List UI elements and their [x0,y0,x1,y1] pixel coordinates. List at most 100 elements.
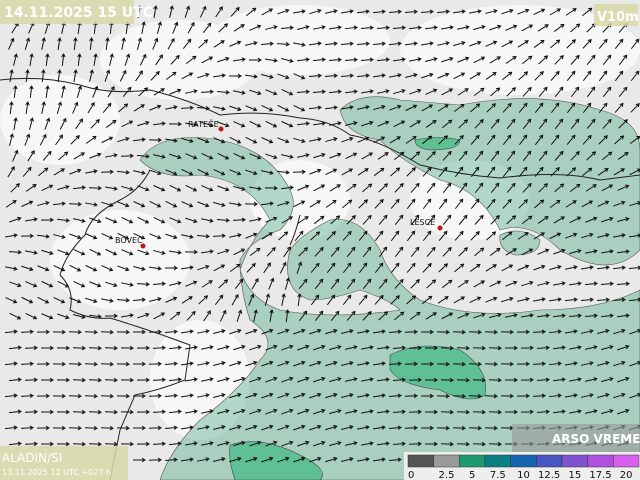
wind-arrow [554,55,564,65]
wind-arrow [132,457,146,463]
wind-arrow [389,73,402,78]
wind-arrow [263,262,271,274]
wind-arrow [505,56,517,64]
wind-arrow [168,345,182,350]
wind-arrow [424,409,438,415]
wind-arrow [120,409,134,415]
wind-arrow [93,53,98,66]
wind-arrow [409,120,421,128]
wind-arrow [296,121,310,126]
wind-arrow [325,9,338,14]
wind-arrow [341,105,354,110]
wind-arrow [233,344,246,351]
wind-arrow [104,69,111,82]
wind-arrow [581,200,594,208]
wind-arrow [153,154,166,159]
wind-arrow [458,214,468,225]
wind-arrow [152,441,166,447]
wind-arrow [410,182,420,193]
wind-arrow [197,361,210,366]
place-label: BOVEC [115,236,143,245]
wind-arrow [538,118,548,130]
wind-arrow [261,232,273,240]
wind-arrow [89,281,102,288]
wind-arrow [452,361,466,367]
wind-arrow [552,377,566,382]
wind-arrow [36,329,50,335]
wind-arrow [484,425,498,431]
wind-arrow [441,56,454,63]
wind-arrow [484,329,498,335]
wind-arrow [233,90,246,95]
wind-arrow [186,310,196,321]
colorbar-label: 0 [408,470,414,480]
wind-arrow [357,425,370,430]
wind-arrow [554,183,565,193]
wind-arrow [473,87,485,97]
wind-arrow [374,294,384,305]
wind-arrow [153,312,166,320]
wind-arrow [598,70,608,82]
wind-arrow [164,393,178,398]
wind-arrow [390,167,401,177]
wind-arrow [441,25,454,30]
wind-arrow [72,345,86,351]
wind-arrow [394,278,404,289]
wind-arrow [420,329,434,335]
wind-arrow [404,41,418,46]
wind-arrow [486,166,496,178]
wind-arrow [180,393,194,398]
wind-arrow [199,5,207,18]
wind-arrow [25,312,38,320]
wind-arrow [184,345,198,350]
wind-arrow [132,361,146,367]
wind-arrow [536,345,550,350]
wind-arrow [586,86,596,98]
brand-box [512,424,640,452]
wind-arrow [53,234,66,239]
wind-arrow [40,441,54,447]
wind-arrow [376,345,390,350]
wind-arrow [117,232,130,240]
wind-arrow [197,168,210,176]
wind-arrow [245,105,258,112]
wind-arrow [101,201,114,208]
wind-arrow [40,345,54,351]
wind-arrow [293,328,306,335]
wind-arrow [169,153,182,160]
wind-arrow [436,425,450,431]
wind-arrow [152,409,166,415]
colorbar-swatch [613,454,640,468]
wind-arrow [261,170,274,175]
wind-arrow [441,279,453,289]
wind-arrow [77,53,82,67]
wind-arrow [132,329,146,335]
wind-arrow [70,135,80,145]
wind-arrow [298,310,308,322]
wind-arrow [133,201,146,208]
wind-arrow [442,246,452,257]
wind-arrow [504,409,518,415]
wind-arrow [580,297,594,302]
wind-arrow [613,168,625,176]
wind-arrow [164,361,178,366]
wind-arrow [532,329,546,335]
wind-arrow [601,408,614,415]
wind-arrow [437,104,449,112]
wind-arrow [408,25,422,30]
wind-arrow [538,150,548,161]
wind-arrow [501,296,514,303]
wind-arrow [264,58,278,63]
wind-arrow [612,265,626,270]
wind-arrow [326,231,336,241]
wind-arrow [324,41,338,46]
wind-arrow [277,328,290,335]
wind-arrow [602,118,612,129]
wind-arrow [378,214,388,225]
wind-arrow [218,23,229,33]
wind-arrow [200,249,214,254]
wind-arrow [21,200,34,207]
wind-arrow [553,248,566,255]
wind-arrow [325,199,337,208]
wind-arrow [116,329,130,335]
